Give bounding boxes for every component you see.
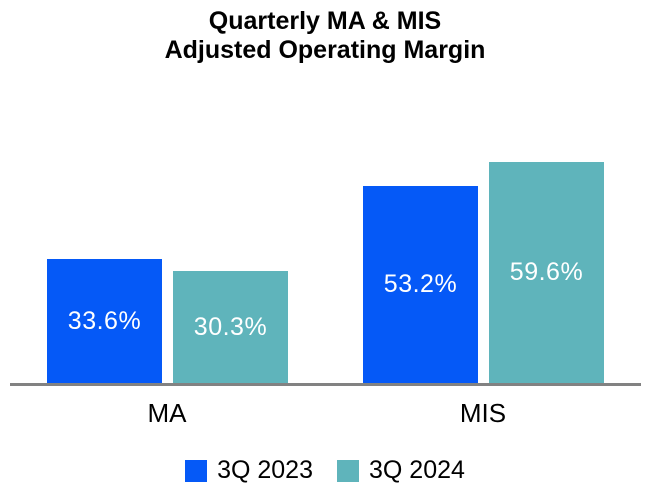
legend-entry-3q2023: 3Q 2023 (185, 456, 313, 485)
legend-swatch-3q2024 (337, 459, 359, 482)
bar-value-label: 59.6% (509, 258, 584, 286)
chart-title-line-2: Adjusted Operating Margin (164, 36, 486, 64)
legend-entry-3q2024: 3Q 2024 (337, 456, 465, 485)
x-axis-line (10, 383, 641, 386)
chart-title: Quarterly MA & MIS Adjusted Operating Ma… (0, 7, 650, 65)
x-axis-label-ma: MA (147, 398, 187, 428)
bar-ma-3q-2024: 30.3% (173, 271, 288, 383)
legend-swatch-3q2023 (185, 459, 208, 482)
bar-ma-3q-2023: 33.6% (47, 259, 162, 383)
bar-mis-3q-2024: 59.6% (489, 162, 604, 383)
bar-value-label: 30.3% (193, 312, 268, 341)
legend-label-3q2023: 3Q 2023 (217, 456, 313, 484)
bar-value-label: 33.6% (67, 306, 142, 335)
bar-value-label: 53.2% (383, 270, 458, 298)
x-axis-label-mis: MIS (459, 398, 507, 428)
plot-area: 33.6% 30.3% 53.2% 59.6% (10, 0, 641, 383)
legend-label-3q2024: 3Q 2024 (369, 456, 465, 484)
bar-mis-3q-2023: 53.2% (363, 186, 478, 383)
legend: 3Q 2023 3Q 2024 (0, 456, 650, 485)
chart-title-line-1: Quarterly MA & MIS (208, 7, 442, 35)
